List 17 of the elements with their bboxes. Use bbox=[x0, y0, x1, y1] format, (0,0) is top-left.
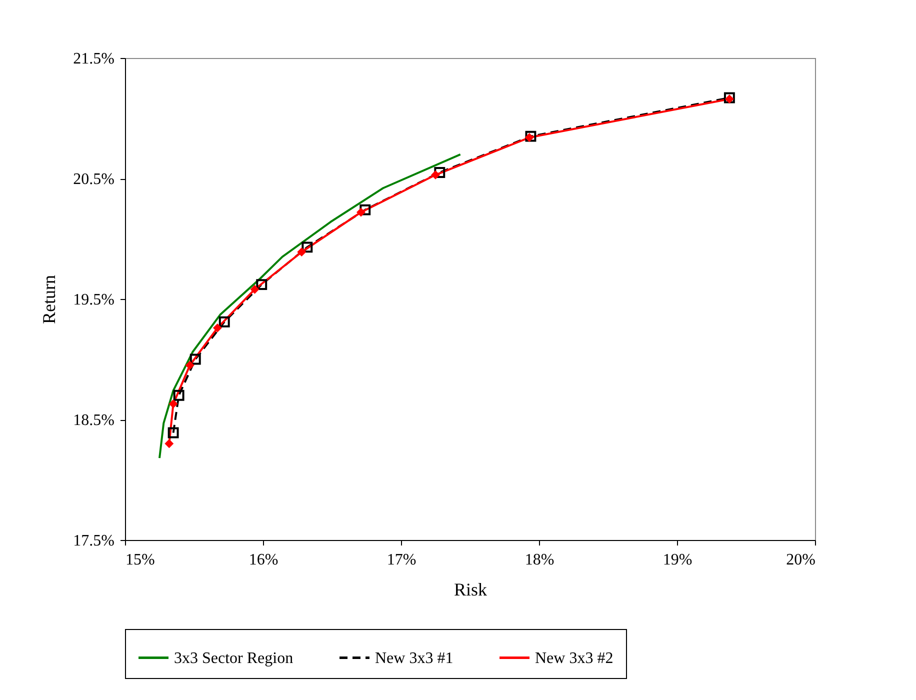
y-tick-label: 17.5% bbox=[73, 532, 114, 550]
y-tick-label: 19.5% bbox=[73, 292, 114, 308]
x-tick-label: 20% bbox=[786, 552, 816, 568]
y-tick-label: 18.5% bbox=[73, 412, 114, 429]
x-tick-label: 17% bbox=[386, 552, 416, 568]
y-tick-label: 21.5% bbox=[73, 50, 114, 68]
x-tick-label: 16% bbox=[248, 552, 278, 568]
legend-label: New 3x3 #2 bbox=[535, 650, 614, 667]
legend-label: 3x3 Sector Region bbox=[174, 650, 294, 667]
line-series bbox=[158, 153, 462, 460]
y-tick-label: 20.5% bbox=[73, 171, 114, 188]
x-tick-label: 19% bbox=[662, 552, 692, 568]
y-axis-title: Return bbox=[39, 275, 60, 324]
legend-label: New 3x3 #1 bbox=[375, 650, 454, 667]
x-axis-title: Risk bbox=[454, 580, 488, 600]
x-tick-label: 15% bbox=[126, 552, 155, 568]
x-tick-label: 18% bbox=[524, 552, 554, 568]
